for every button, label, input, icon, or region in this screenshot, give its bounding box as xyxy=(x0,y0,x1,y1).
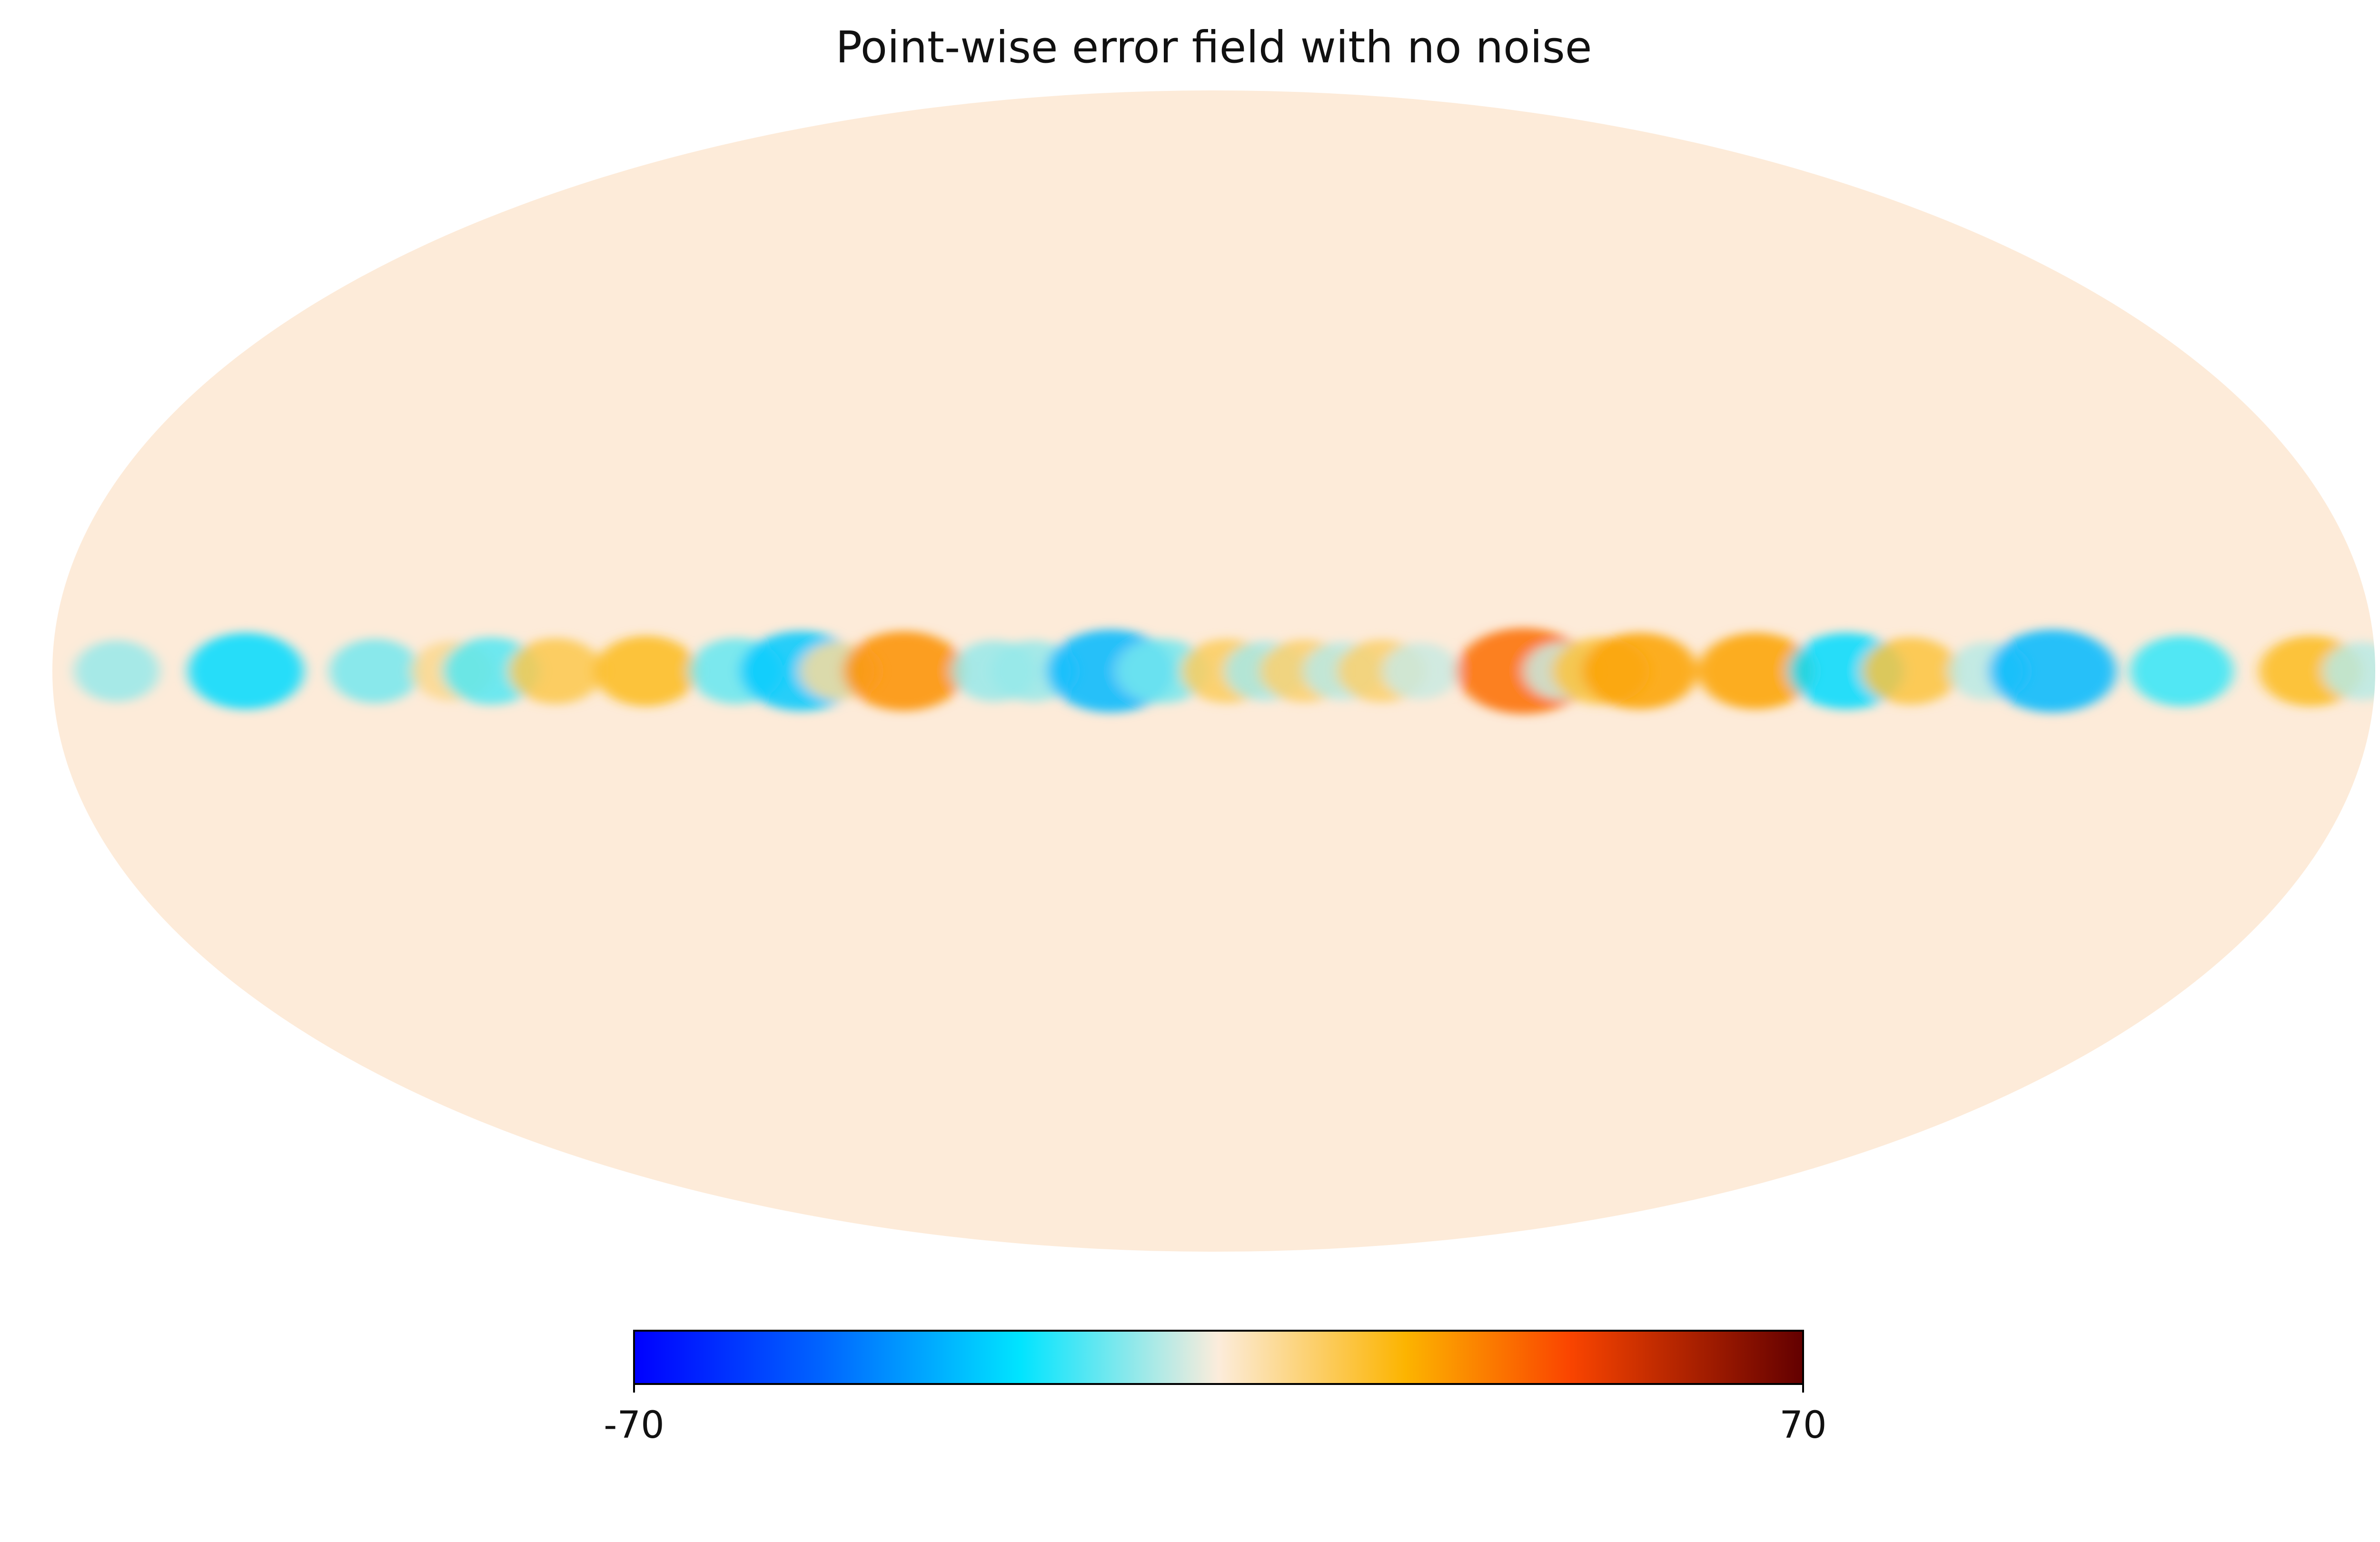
band-cell-14 xyxy=(1117,639,1208,703)
band-cell-27 xyxy=(1862,637,1959,705)
colorbar-max-label: 70 xyxy=(1779,1404,1827,1447)
colorbar-gradient xyxy=(633,1330,1804,1385)
band-cell-1 xyxy=(188,633,304,710)
colorbar-min-label: -70 xyxy=(604,1404,664,1447)
band-cell-6 xyxy=(594,635,698,707)
band-cell-29 xyxy=(1989,630,2117,712)
equatorial-band xyxy=(74,628,2375,714)
band-cell-10 xyxy=(843,631,965,711)
band-cell-0 xyxy=(74,640,159,702)
band-cell-5 xyxy=(508,638,603,704)
band-cell-25 xyxy=(1698,633,1814,710)
band-cell-20 xyxy=(1382,642,1458,700)
band-cell-2 xyxy=(329,639,421,703)
band-cell-24 xyxy=(1582,633,1697,710)
band-cell-32 xyxy=(2323,642,2375,701)
band-cell-30 xyxy=(2130,635,2233,707)
chart-title: Point-wise error field with no noise xyxy=(835,22,1592,73)
